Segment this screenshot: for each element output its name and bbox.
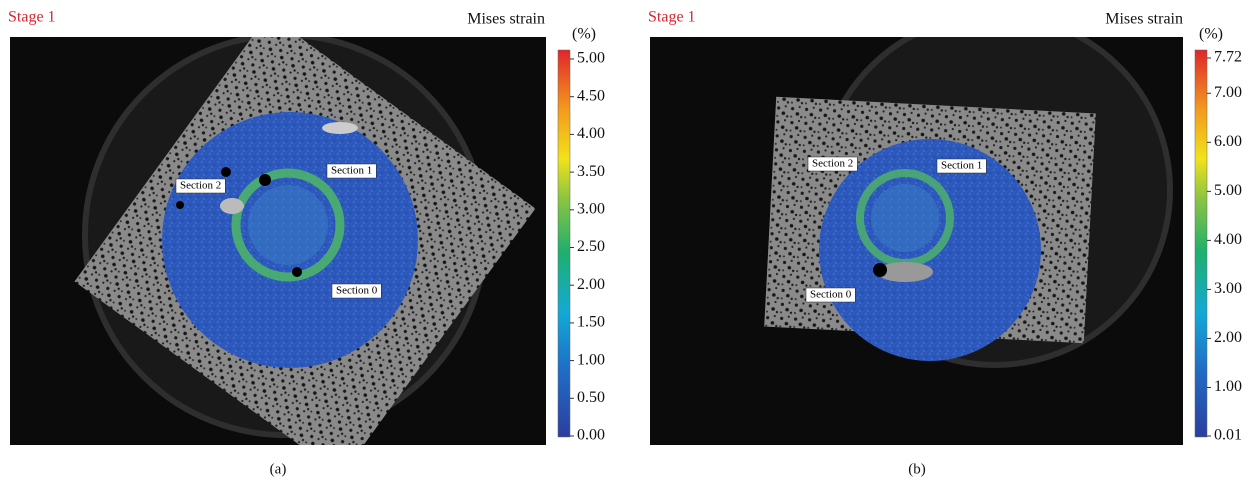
section-label-box [805,287,856,303]
colorbar-tick-label: 1.00 [577,351,605,368]
colorbar-tick-label: 5.00 [1214,182,1242,199]
section-label-text: Section 0 [336,285,378,297]
colorbar-tick-label: 4.00 [577,125,605,142]
colorbar-tick-label: 0.00 [577,427,605,444]
colorbar-b [1194,49,1208,438]
strain-image-a [10,37,546,445]
section-label: Section 0 [331,283,382,299]
colorbar-a [557,49,571,438]
section-label-box [175,178,226,194]
colorbar-tick-label: 1.50 [577,314,605,331]
section-label-text: Section 1 [331,165,372,177]
section-label-box [326,163,377,179]
section-label: Section 1 [936,158,987,174]
colorbar-tick-label: 2.00 [1214,329,1242,346]
section-label-box [331,283,382,299]
section-label-text: Section 2 [180,180,221,192]
colorbar-tick-label: 6.00 [1214,133,1242,150]
section-label-text: Section 1 [941,160,982,172]
section-label-box [936,158,987,174]
colorbar-tick-label: 4.50 [577,87,605,104]
section-label: Section 0 [805,287,856,303]
colorbar-tick-label: 2.50 [577,238,605,255]
colorbar-tick-label: 1.00 [1214,378,1242,395]
colorbar-tick-label: 5.00 [577,50,605,67]
colorbar-tick-label: 3.00 [577,200,605,217]
colorbar-tick-label: 7.72 [1214,49,1242,66]
caption: (b) [908,461,926,477]
colorbar-tick-label: 2.00 [577,276,605,293]
caption: (a) [270,461,287,477]
section-label: Section 1 [326,163,377,179]
colorbar-tick-label: 3.00 [1214,280,1242,297]
colorbar-tick-label: 0.50 [577,389,605,406]
colorbar-tick-label: 4.00 [1214,231,1242,248]
unit-label: (%) [572,26,596,43]
stage-label: Stage 1 [8,9,56,26]
section-label: Section 2 [175,178,226,194]
unit-label: (%) [1199,26,1223,43]
colorbar-tick-label: 7.00 [1214,84,1242,101]
section-label-box [807,156,858,172]
strain-image-b [650,37,1183,445]
panel-title: Mises strain [467,11,545,28]
section-label: Section 2 [807,156,858,172]
section-label-text: Section 0 [810,289,852,301]
stage-label: Stage 1 [648,9,696,26]
panel-title: Mises strain [1105,11,1183,28]
colorbar-tick-label: 0.01 [1214,427,1242,444]
section-label-text: Section 2 [812,158,853,170]
colorbar-tick-label: 3.50 [577,163,605,180]
